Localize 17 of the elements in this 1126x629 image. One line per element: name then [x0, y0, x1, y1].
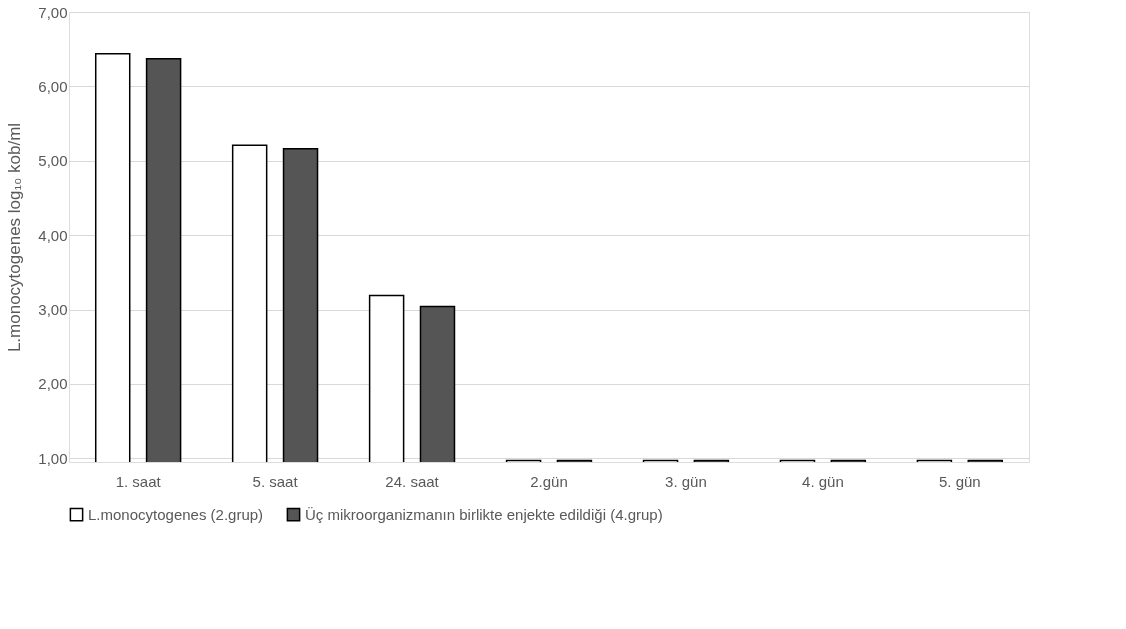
legend-label: L.monocytogenes (2.grup): [88, 505, 264, 523]
y-tick-label: 4,00: [38, 226, 68, 244]
y-tick-label: 7,00: [38, 3, 68, 21]
legend-label: Üç mikroorganizmanın birlikte enjekte edildiği (4.grup): [305, 505, 663, 523]
y-tick-label: 6,00: [38, 77, 68, 95]
x-tick-label: 24. saat: [385, 472, 440, 490]
x-tick-label: 1. saat: [115, 472, 162, 490]
y-axis-title: L.monocytogenes log₁₀ kob/ml: [5, 122, 25, 353]
y-tick-label: 3,00: [38, 301, 68, 319]
x-tick-label: 5. saat: [252, 472, 299, 490]
x-tick-label: 4. gün: [802, 472, 844, 490]
y-tick-label: 5,00: [38, 152, 68, 170]
x-tick-label: 2.gün: [530, 472, 568, 490]
y-tick-label: 2,00: [38, 375, 68, 393]
x-tick-label: 3. gün: [665, 472, 707, 490]
x-tick-label: 5. gün: [938, 472, 981, 490]
y-tick-label: 1,00: [38, 449, 68, 467]
